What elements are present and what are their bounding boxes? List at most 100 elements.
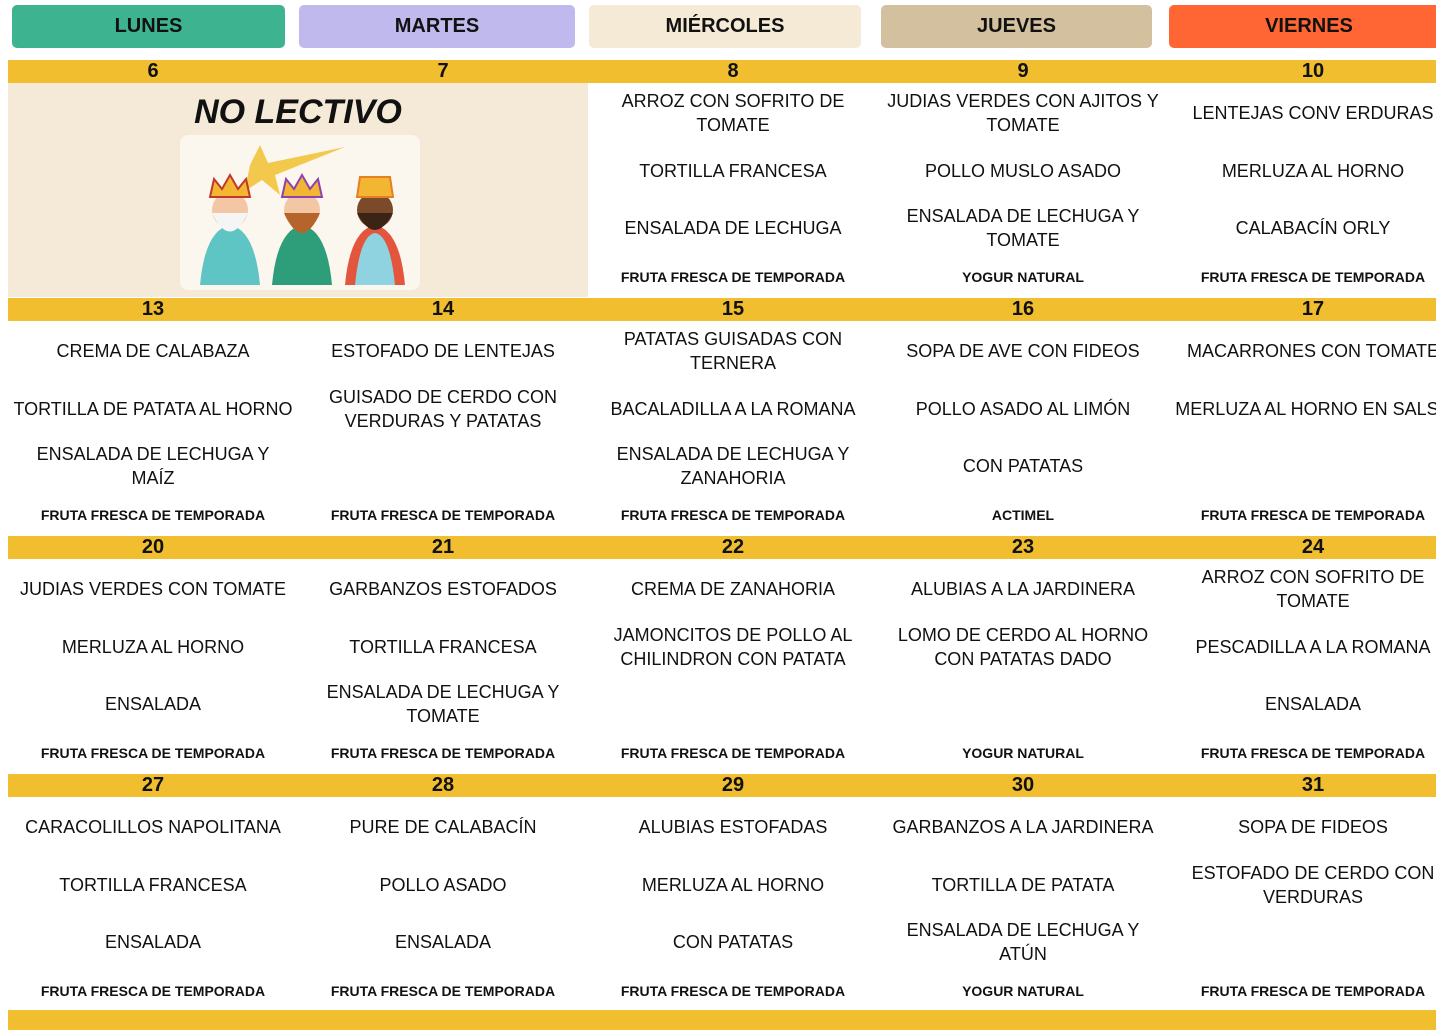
dish: MACARRONES CON TOMATE [1186, 341, 1436, 361]
dish: PATATAS GUISADAS CON TERNERA [623, 329, 843, 373]
dish: SOPA DE AVE CON FIDEOS [906, 341, 1140, 361]
dish: ENSALADA DE LECHUGA Y TOMATE [906, 206, 1140, 250]
dessert: FRUTA FRESCA DE TEMPORADA [620, 507, 846, 523]
dish: GARBANZOS ESTOFADOS [329, 579, 557, 599]
dessert: FRUTA FRESCA DE TEMPORADA [330, 983, 556, 999]
dessert: ACTIMEL [991, 507, 1055, 523]
day-header: MIÉRCOLES [589, 5, 861, 48]
dish: CALABACÍN ORLY [1235, 218, 1391, 238]
dish: BACALADILLA A LA ROMANA [610, 399, 856, 419]
dish: CON PATATAS [962, 456, 1084, 476]
dish: ENSALADA DE LECHUGA Y ZANAHORIA [616, 444, 850, 488]
dessert: FRUTA FRESCA DE TEMPORADA [620, 745, 846, 761]
dessert: YOGUR NATURAL [962, 269, 1084, 285]
date-label: 8 [727, 60, 739, 82]
date-label: 29 [721, 774, 745, 796]
dish: POLLO MUSLO ASADO [924, 161, 1122, 181]
dish: GUISADO DE CERDO CON VERDURAS Y PATATAS [328, 387, 558, 431]
dish: JUDIAS VERDES CON AJITOS Y TOMATE [887, 91, 1159, 135]
dish: ESTOFADO DE CERDO CON VERDURAS [1191, 863, 1435, 907]
date-label: 28 [431, 774, 455, 796]
dessert: FRUTA FRESCA DE TEMPORADA [330, 745, 556, 761]
day-header: LUNES [12, 5, 285, 48]
dish: ENSALADA [1264, 694, 1362, 714]
dish: LENTEJAS CONV ERDURAS [1192, 103, 1434, 123]
dish: POLLO ASADO AL LIMÓN [915, 399, 1131, 419]
dish: LOMO DE CERDO AL HORNO CON PATATAS DADO [897, 625, 1149, 669]
dish: CARACOLILLOS NAPOLITANA [25, 817, 281, 837]
day-header: JUEVES [881, 5, 1152, 48]
dessert: YOGUR NATURAL [962, 745, 1084, 761]
date-label: 31 [1301, 774, 1325, 796]
no-lectivo-cell: NO LECTIVO [8, 83, 588, 297]
dish: ENSALADA DE LECHUGA [624, 218, 842, 238]
dessert: FRUTA FRESCA DE TEMPORADA [620, 269, 846, 285]
dish: JAMONCITOS DE POLLO AL CHILINDRON CON PA… [613, 625, 853, 669]
no-lectivo-title: NO LECTIVO [194, 93, 402, 131]
day-header: VIERNES [1169, 5, 1436, 48]
dish: MERLUZA AL HORNO [641, 875, 825, 895]
dish: TORTILLA DE PATATA [931, 875, 1115, 895]
date-label: 15 [721, 298, 745, 320]
dessert: FRUTA FRESCA DE TEMPORADA [40, 507, 266, 523]
date-label: 16 [1011, 298, 1035, 320]
three-kings-illustration [180, 135, 420, 290]
date-row [8, 60, 1436, 83]
dessert: YOGUR NATURAL [962, 983, 1084, 999]
dish: CREMA DE CALABAZA [56, 341, 250, 361]
date-label: 10 [1301, 60, 1325, 82]
date-label: 20 [141, 536, 165, 558]
dish: SOPA DE FIDEOS [1238, 817, 1388, 837]
dessert: FRUTA FRESCA DE TEMPORADA [40, 745, 266, 761]
date-label: 22 [721, 536, 745, 558]
date-label: 7 [437, 60, 449, 82]
dish: CREMA DE ZANAHORIA [630, 579, 836, 599]
dish: PESCADILLA A LA ROMANA [1195, 637, 1431, 657]
dish: ENSALADA DE LECHUGA Y ATÚN [906, 920, 1140, 964]
dessert: FRUTA FRESCA DE TEMPORADA [40, 983, 266, 999]
dish: ALUBIAS A LA JARDINERA [910, 579, 1136, 599]
footer-bar [8, 1010, 1436, 1030]
date-label: 21 [431, 536, 455, 558]
date-label: 30 [1011, 774, 1035, 796]
dish: ENSALADA [104, 694, 202, 714]
date-row [8, 774, 1436, 797]
date-label: 23 [1011, 536, 1035, 558]
date-label: 9 [1017, 60, 1029, 82]
dish: ENSALADA [104, 932, 202, 952]
dish: ENSALADA DE LECHUGA Y TOMATE [326, 682, 560, 726]
dessert: FRUTA FRESCA DE TEMPORADA [1200, 745, 1426, 761]
dish: TORTILLA DE PATATA AL HORNO [13, 399, 293, 419]
date-label: 6 [147, 60, 159, 82]
day-header: MARTES [299, 5, 575, 48]
date-row [8, 298, 1436, 321]
dish: TORTILLA FRANCESA [639, 161, 827, 181]
dish: MERLUZA AL HORNO [1221, 161, 1405, 181]
dish: GARBANZOS A LA JARDINERA [892, 817, 1154, 837]
dish: POLLO ASADO [379, 875, 507, 895]
date-label: 14 [431, 298, 455, 320]
dish: ARROZ CON SOFRITO DE TOMATE [1201, 567, 1425, 611]
dessert: FRUTA FRESCA DE TEMPORADA [620, 983, 846, 999]
dessert: FRUTA FRESCA DE TEMPORADA [1200, 269, 1426, 285]
dessert: FRUTA FRESCA DE TEMPORADA [330, 507, 556, 523]
dish: ESTOFADO DE LENTEJAS [331, 341, 555, 361]
dish: TORTILLA FRANCESA [349, 637, 537, 657]
dish: ENSALADA [394, 932, 492, 952]
dish: CON PATATAS [672, 932, 794, 952]
date-label: 24 [1301, 536, 1325, 558]
dish: ALUBIAS ESTOFADAS [638, 817, 828, 837]
dish: MERLUZA AL HORNO EN SALSA [1175, 399, 1436, 419]
date-row [8, 536, 1436, 559]
date-label: 13 [141, 298, 165, 320]
dish: PURE DE CALABACÍN [349, 817, 537, 837]
date-label: 27 [141, 774, 165, 796]
dish: MERLUZA AL HORNO [61, 637, 245, 657]
dish: TORTILLA FRANCESA [59, 875, 247, 895]
date-label: 17 [1301, 298, 1325, 320]
dish: ARROZ CON SOFRITO DE TOMATE [621, 91, 845, 135]
dish: ENSALADA DE LECHUGA Y MAÍZ [36, 444, 270, 488]
dessert: FRUTA FRESCA DE TEMPORADA [1200, 507, 1426, 523]
dish: JUDIAS VERDES CON TOMATE [19, 579, 287, 599]
